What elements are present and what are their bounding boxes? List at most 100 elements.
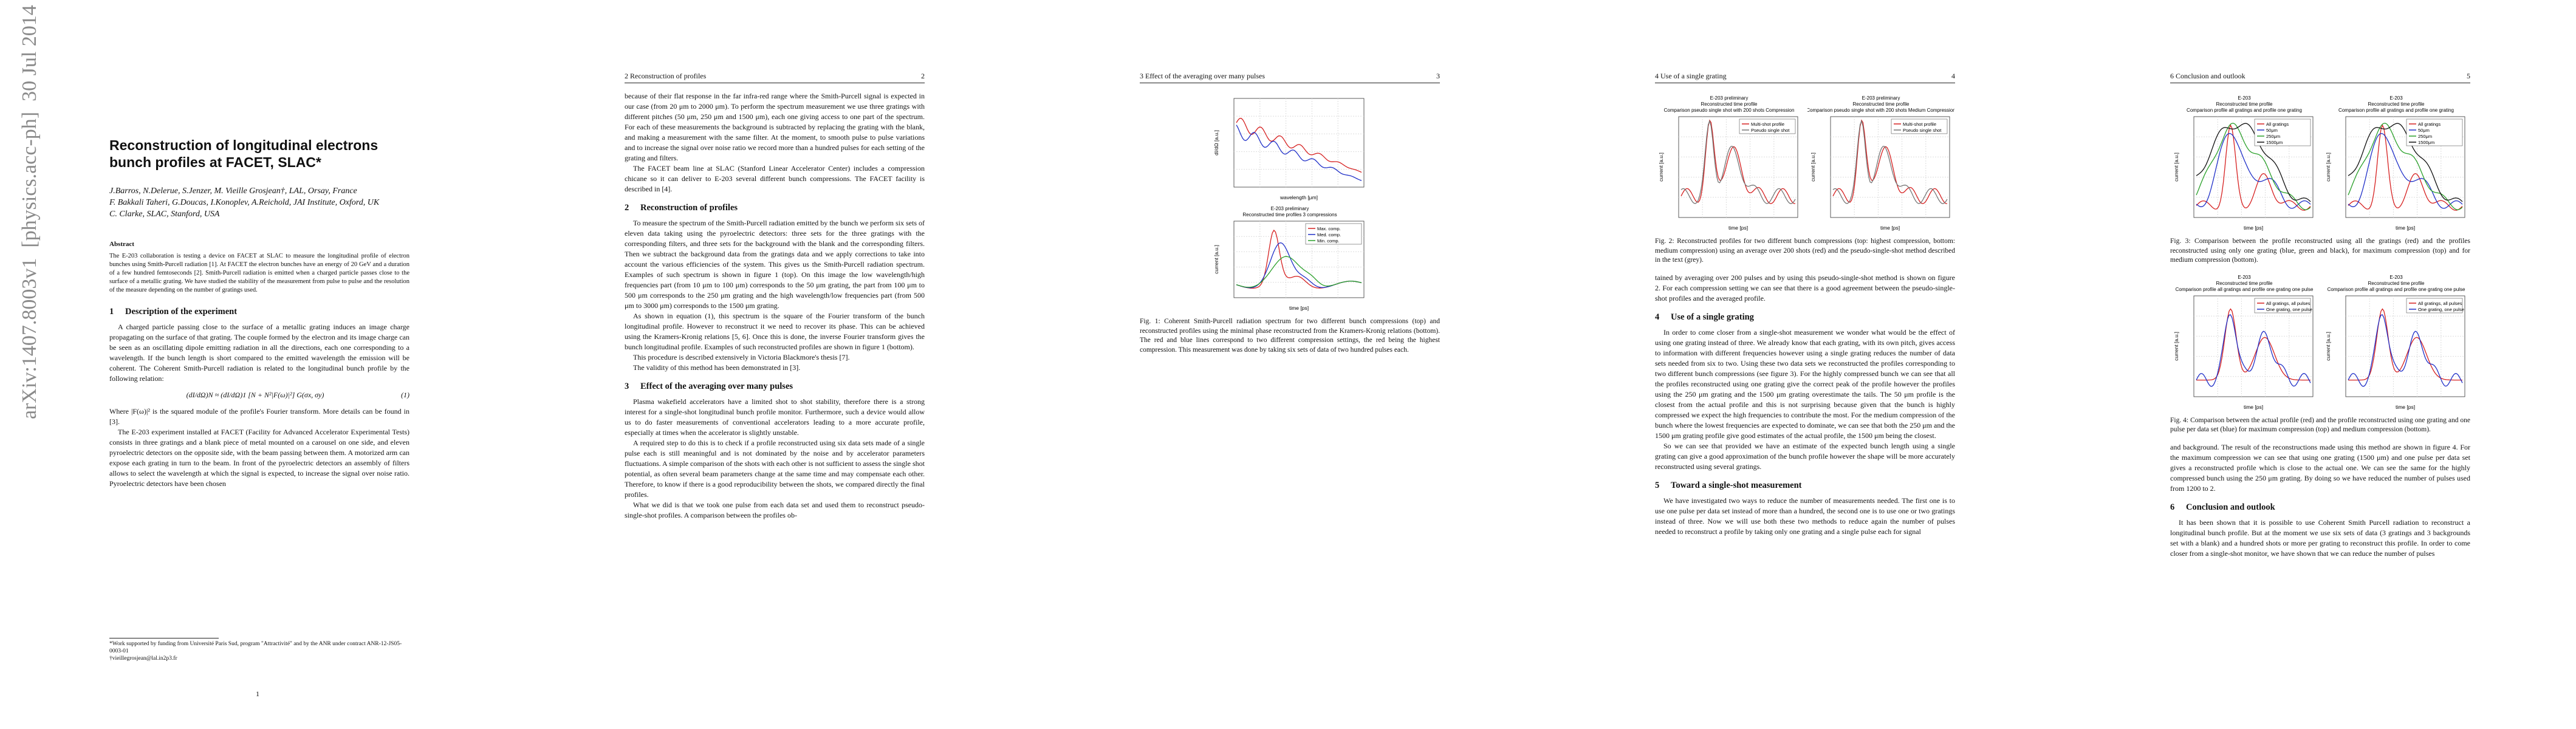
legend-label: All gratings, all pulses — [2418, 301, 2462, 306]
plot-frame — [1678, 116, 1798, 218]
figure-panel: wavelength [μm] dI/dΩ [a.u.] — [1213, 98, 1365, 200]
legend-box — [1891, 118, 1948, 134]
running-header: 4 Use of a single grating 4 — [1655, 72, 1955, 83]
header-section: 6 Conclusion and outlook — [2170, 72, 2245, 80]
paragraph: A charged particle passing close to the … — [109, 323, 409, 383]
plot-frame — [2193, 295, 2314, 397]
section-heading: 3 Effect of the averaging over many pulse… — [625, 382, 925, 392]
section-number: 5 — [1655, 480, 1660, 490]
legend-label: Min. comp. — [1317, 238, 1340, 244]
x-axis-label: time [ps] — [1289, 305, 1309, 311]
panel-title: Reconstructed time profile — [1701, 101, 1758, 107]
paragraph: The E-203 experiment installed at FACET … — [109, 428, 409, 488]
abstract-heading: Abstract — [109, 241, 134, 248]
running-header: 3 Effect of the averaging over many puls… — [1140, 72, 1440, 83]
y-axis-label: current [a.u.] — [2325, 152, 2331, 182]
legend-label: All gratings — [2418, 122, 2441, 127]
legend-box — [1739, 118, 1796, 134]
section-heading: 2 Reconstruction of profiles — [625, 203, 925, 213]
x-axis-label: time [ps] — [2244, 404, 2263, 410]
figure: wavelength [μm] dI/dΩ [a.u.] E-203 prelimi… — [1140, 94, 1440, 313]
figure-caption: Fig. 1: Coherent Smith-Purcell radiation… — [1140, 318, 1440, 354]
figure-caption: Fig. 3: Comparison between the profile r… — [2170, 238, 2470, 264]
section-title: Reconstruction of profiles — [640, 203, 738, 213]
section-number: 1 — [109, 307, 114, 317]
curve — [2348, 123, 2463, 202]
plot-frame — [1830, 116, 1950, 218]
curve — [2348, 123, 2463, 210]
panel-title: E-203 preliminary — [1710, 95, 1749, 101]
curve — [2348, 124, 2463, 211]
y-axis-label: current [a.u.] — [1658, 152, 1664, 182]
curve — [1236, 117, 1362, 173]
curve — [1680, 119, 1796, 204]
y-axis-label: current [a.u.] — [2173, 152, 2179, 182]
author-line: J.Barros, N.Delerue, S.Jenzer, M. Vieill… — [109, 187, 357, 196]
curve — [2348, 313, 2463, 387]
authors: J.Barros, N.Delerue, S.Jenzer, M. Vieill… — [109, 185, 409, 220]
plot-frame — [2193, 116, 2314, 218]
section-title: Conclusion and outlook — [2186, 502, 2275, 512]
author-line: F. Bakkali Taheri, G.Doucas, I.Konoplev,… — [109, 198, 380, 207]
legend-label: All gratings — [2266, 122, 2289, 127]
page: 3 Effect of the averaging over many puls… — [1030, 0, 1546, 729]
running-header: 6 Conclusion and outlook 5 — [2170, 72, 2470, 83]
figure: E-203 preliminary Reconstructed time prof… — [1655, 94, 1955, 233]
y-axis-label: current [a.u.] — [2173, 332, 2179, 361]
text-column: Reconstruction of longitudinal electrons… — [109, 137, 409, 699]
legend-label: One grating, one pulse — [2266, 307, 2312, 312]
author-line: C. Clarke, SLAC, Stanford, USA — [109, 210, 220, 219]
legend-label: Pseudo single shot — [1751, 128, 1790, 133]
y-axis-label: current [a.u.] — [1810, 152, 1816, 182]
plot-frame — [2345, 295, 2465, 397]
paragraph: In order to come closer from a single-sh… — [1655, 327, 1955, 440]
paragraph: To measure the spectrum of the Smith-Pur… — [625, 219, 925, 310]
legend-box — [1305, 223, 1362, 245]
curve — [1680, 120, 1796, 204]
curve — [1832, 119, 1948, 204]
text-column: E-203 Reconstructed time profile Compariso… — [2170, 91, 2470, 699]
curve — [2196, 123, 2311, 210]
text-column: wavelength [μm] dI/dΩ [a.u.] E-203 prelimi… — [1140, 91, 1440, 699]
paragraph: Where |F(ω)|² is the squared module of t… — [109, 407, 409, 426]
curve — [2348, 307, 2462, 380]
page-number: 1 — [256, 690, 259, 698]
plot-frame — [1233, 98, 1365, 188]
panel-title: Reconstructed time profile — [1853, 101, 1910, 107]
panel-title: Comparison pseudo single shot with 200 s… — [1664, 108, 1795, 113]
curve — [2196, 307, 2311, 380]
curve — [2196, 133, 2311, 209]
panel-title: Comparison profile all gratings and prof… — [2328, 287, 2465, 292]
plot-frame — [2345, 116, 2465, 218]
header-page-number: 5 — [2467, 72, 2470, 80]
title-line: bunch profiles at FACET, SLAC* — [109, 154, 321, 170]
curve — [2348, 133, 2463, 209]
curve — [1236, 256, 1362, 288]
section-heading: 1 Description of the experiment — [109, 307, 409, 317]
panel-title: E-203 — [2389, 95, 2403, 101]
legend-label: All gratings, all pulses — [2266, 301, 2311, 306]
paragraph: and background. The result of the recons… — [2170, 442, 2470, 493]
panel-title: E-203 preliminary — [1271, 206, 1309, 211]
curve — [1832, 120, 1948, 204]
x-axis-label: time [ps] — [2244, 225, 2263, 231]
paragraph: The FACET beam line at SLAC (Stanford Li… — [625, 164, 925, 193]
panel-title: E-203 preliminary — [1862, 95, 1900, 101]
header-section: 4 Use of a single grating — [1655, 72, 1727, 80]
legend-label: 250μm — [2266, 134, 2280, 139]
legend-label: 50μm — [2266, 128, 2278, 133]
legend-label: Multi-shot profile — [1751, 122, 1784, 127]
x-axis-label: time [ps] — [2396, 225, 2415, 231]
paragraph: tained by averaging over 200 pulses and … — [1655, 273, 1955, 303]
x-axis-label: time [ps] — [1880, 225, 1900, 231]
paper-title: Reconstruction of longitudinal electrons… — [109, 137, 409, 171]
curve — [2196, 313, 2311, 387]
panel-title: Reconstructed time profile — [2216, 281, 2273, 286]
panel-title: Reconstructed time profiles 3 compressio… — [1242, 212, 1337, 217]
paragraph: This procedure is described extensively … — [633, 353, 850, 361]
